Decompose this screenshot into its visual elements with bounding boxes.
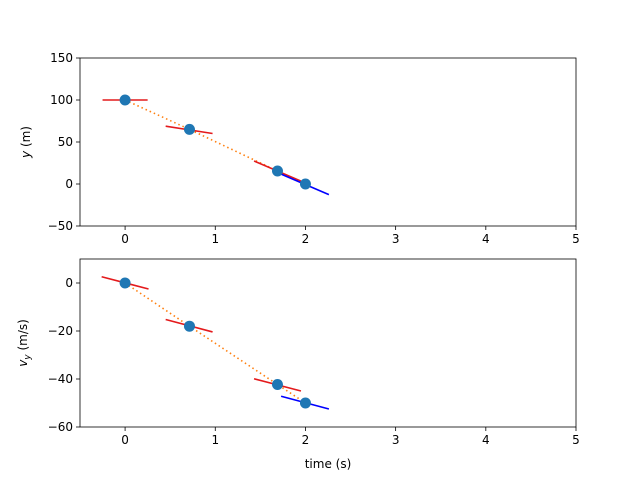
x-tick-label: 3 bbox=[392, 232, 400, 246]
y-axis-label: y (m) bbox=[19, 126, 33, 159]
x-tick-label: 5 bbox=[572, 433, 580, 447]
y-tick-label: 0 bbox=[65, 276, 73, 290]
x-tick-label: 5 bbox=[572, 232, 580, 246]
y-tick-label: −50 bbox=[48, 219, 73, 233]
x-tick-label: 4 bbox=[482, 433, 490, 447]
y-tick-label: 0 bbox=[65, 177, 73, 191]
axes-frame bbox=[79, 258, 577, 428]
y-tick-label: 50 bbox=[58, 135, 73, 149]
x-tick-label: 2 bbox=[302, 433, 310, 447]
y-tick-label: 150 bbox=[50, 51, 73, 65]
data-point bbox=[271, 379, 283, 391]
data-point bbox=[271, 165, 283, 177]
y-tick-label: −20 bbox=[48, 324, 73, 338]
x-tick-label: 0 bbox=[121, 433, 129, 447]
data-point bbox=[299, 178, 311, 190]
y-tick-label: −40 bbox=[48, 372, 73, 386]
y-tick-label: 100 bbox=[50, 93, 73, 107]
velocity-panel: vy (m/s) time (s) 0 1 2 3 4 5 −60 −40 −20 0 bbox=[16, 258, 580, 471]
x-tick-label: 0 bbox=[121, 232, 129, 246]
x-tick-label: 4 bbox=[482, 232, 490, 246]
y-axis-label: vy (m/s) bbox=[16, 319, 33, 367]
data-point bbox=[119, 277, 131, 289]
axes-frame bbox=[79, 57, 577, 227]
x-tick-label: 3 bbox=[392, 433, 400, 447]
y-tick-label: −60 bbox=[48, 420, 73, 434]
x-axis-label: time (s) bbox=[305, 457, 352, 471]
x-tick-label: 1 bbox=[211, 433, 219, 447]
data-point bbox=[183, 123, 195, 135]
data-point bbox=[119, 94, 131, 106]
x-tick-label: 2 bbox=[302, 232, 310, 246]
x-tick-label: 1 bbox=[211, 232, 219, 246]
data-point bbox=[183, 320, 195, 332]
data-point bbox=[299, 397, 311, 409]
position-panel: y (m) 0 1 2 3 4 5 −50 0 50 100 150 bbox=[19, 51, 580, 246]
